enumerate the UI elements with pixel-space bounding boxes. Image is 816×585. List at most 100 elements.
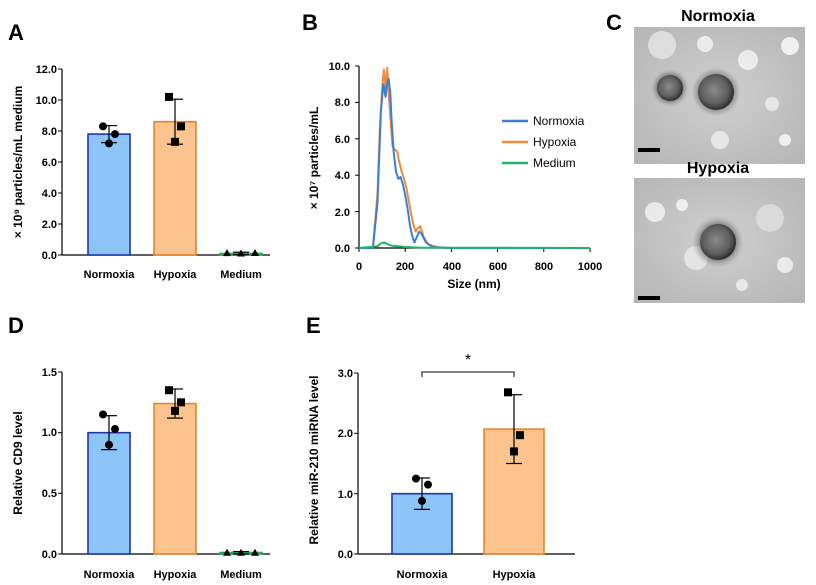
chart-e-ytick: 1.0 xyxy=(338,489,353,501)
chart-b-ylabel: × 10⁷ particles/mL xyxy=(307,107,321,210)
chart-e-xticks: Normoxia Hypoxia xyxy=(397,569,537,581)
chart-b-yticks: 0.0 2.0 4.0 6.0 8.0 10.0 xyxy=(329,61,350,255)
data-point xyxy=(237,548,245,556)
data-point xyxy=(251,548,259,556)
chart-d-xtick: Normoxia xyxy=(84,569,136,581)
chart-d-ytick: 1.0 xyxy=(42,427,57,439)
chart-b-ytick: 2.0 xyxy=(335,207,350,219)
chart-d-xticks: Normoxia Hypoxia Medium xyxy=(84,569,262,581)
legend-label-normoxia: Normoxia xyxy=(533,114,585,128)
data-point xyxy=(177,122,185,131)
chart-e-xtick: Hypoxia xyxy=(493,569,537,581)
data-point xyxy=(105,440,113,449)
chart-e-yticks: 0.0 1.0 2.0 3.0 xyxy=(338,368,353,561)
chart-b-ytick: 0.0 xyxy=(335,243,350,255)
data-point xyxy=(99,122,107,131)
data-point xyxy=(165,386,173,395)
data-point xyxy=(105,139,113,148)
data-point xyxy=(111,130,119,139)
data-point xyxy=(171,137,179,146)
data-point xyxy=(111,425,119,434)
data-point xyxy=(165,92,173,101)
chart-d-ylabel: Relative CD9 level xyxy=(11,411,25,514)
chart-b-xtick: 200 xyxy=(396,261,414,273)
chart-a-ytick: 10.0 xyxy=(36,95,57,107)
data-point xyxy=(177,398,185,407)
data-point xyxy=(516,431,524,440)
chart-b-xticks: 0 200 400 600 800 1000 xyxy=(356,261,602,273)
chart-b-xtick: 400 xyxy=(443,261,461,273)
chart-a-yticks: 0.0 2.0 4.0 6.0 8.0 10.0 12.0 xyxy=(36,64,57,262)
tem-image-normoxia xyxy=(634,27,805,164)
chart-b-xtick: 0 xyxy=(356,261,362,273)
chart-b-xtick: 1000 xyxy=(578,261,602,273)
data-point xyxy=(223,548,231,556)
chart-a-ylabel: × 10⁹ particles/mL medium xyxy=(11,86,25,239)
tem-title-normoxia: Normoxia xyxy=(681,8,755,25)
bar-normoxia xyxy=(87,133,131,256)
significance-bracket xyxy=(421,371,515,377)
chart-b-legend: Normoxia Hypoxia Medium xyxy=(502,114,585,170)
chart-a-ytick: 2.0 xyxy=(42,219,57,231)
chart-a-xtick: Medium xyxy=(220,269,262,281)
data-point xyxy=(418,496,426,505)
data-point xyxy=(424,480,432,489)
chart-a-ytick: 4.0 xyxy=(42,188,57,200)
chart-d-yticks: 0.0 0.5 1.0 1.5 xyxy=(42,367,57,561)
chart-e-ytick: 3.0 xyxy=(338,368,353,380)
panel-letter-b: B xyxy=(302,10,318,35)
significance-star: * xyxy=(465,352,471,369)
tem-scalebar xyxy=(638,296,660,300)
chart-e-ytick: 0.0 xyxy=(338,549,353,561)
tem-image-hypoxia xyxy=(634,178,805,303)
chart-b-ytick: 8.0 xyxy=(335,97,350,109)
panel-letter-a: A xyxy=(8,20,24,45)
chart-b-ytick: 4.0 xyxy=(335,170,350,182)
chart-a-xtick: Hypoxia xyxy=(154,269,198,281)
chart-a-xticks: Normoxia Hypoxia Medium xyxy=(84,269,262,281)
bar-normoxia xyxy=(87,431,131,555)
panel-letter-d: D xyxy=(8,313,24,338)
chart-b-xtick: 800 xyxy=(535,261,553,273)
legend-label-hypoxia: Hypoxia xyxy=(533,135,577,149)
chart-d-xtick: Hypoxia xyxy=(154,569,198,581)
tem-scalebar xyxy=(638,148,660,152)
chart-e-ytick: 2.0 xyxy=(338,428,353,440)
chart-a-ytick: 6.0 xyxy=(42,157,57,169)
chart-d: 0.0 0.5 1.0 1.5 Relative CD9 level Normo… xyxy=(11,367,270,581)
data-point xyxy=(237,249,245,257)
legend-label-medium: Medium xyxy=(533,156,576,170)
data-point xyxy=(99,410,107,419)
chart-b-plot xyxy=(355,65,591,252)
chart-a-ytick: 12.0 xyxy=(36,64,57,76)
chart-b: 0.0 2.0 4.0 6.0 8.0 10.0 × 10⁷ particles… xyxy=(307,61,602,291)
tem-title-hypoxia: Hypoxia xyxy=(687,160,749,177)
panel-letter-c: C xyxy=(606,10,622,35)
chart-b-ytick: 6.0 xyxy=(335,134,350,146)
chart-a: 0.0 2.0 4.0 6.0 8.0 10.0 12.0 × 10⁹ part… xyxy=(11,64,270,281)
data-point xyxy=(504,388,512,397)
chart-d-ytick: 0.0 xyxy=(42,549,57,561)
chart-d-ytick: 1.5 xyxy=(42,367,57,379)
data-point xyxy=(510,447,518,456)
chart-d-ytick: 0.5 xyxy=(42,488,57,500)
chart-e-plot xyxy=(354,371,575,555)
series-line-hypoxia xyxy=(359,66,590,249)
chart-a-plot xyxy=(58,68,270,257)
series-line-normoxia xyxy=(359,77,590,249)
series-line-medium xyxy=(358,241,591,249)
chart-b-xtick: 600 xyxy=(489,261,507,273)
panel-letter-e: E xyxy=(306,313,321,338)
data-point xyxy=(412,474,420,483)
chart-e: 0.0 1.0 2.0 3.0 Relative miR-210 miRNA l… xyxy=(307,352,575,581)
chart-d-plot xyxy=(58,371,270,556)
chart-e-ylabel: Relative miR-210 miRNA level xyxy=(307,376,321,545)
tem-panel: Normoxia Hypoxia xyxy=(634,8,805,303)
chart-d-xtick: Medium xyxy=(220,569,262,581)
data-point xyxy=(251,248,259,256)
chart-e-xtick: Normoxia xyxy=(397,569,449,581)
chart-a-xtick: Normoxia xyxy=(84,269,136,281)
bar-hypoxia xyxy=(153,402,197,555)
chart-b-xlabel: Size (nm) xyxy=(447,277,500,291)
